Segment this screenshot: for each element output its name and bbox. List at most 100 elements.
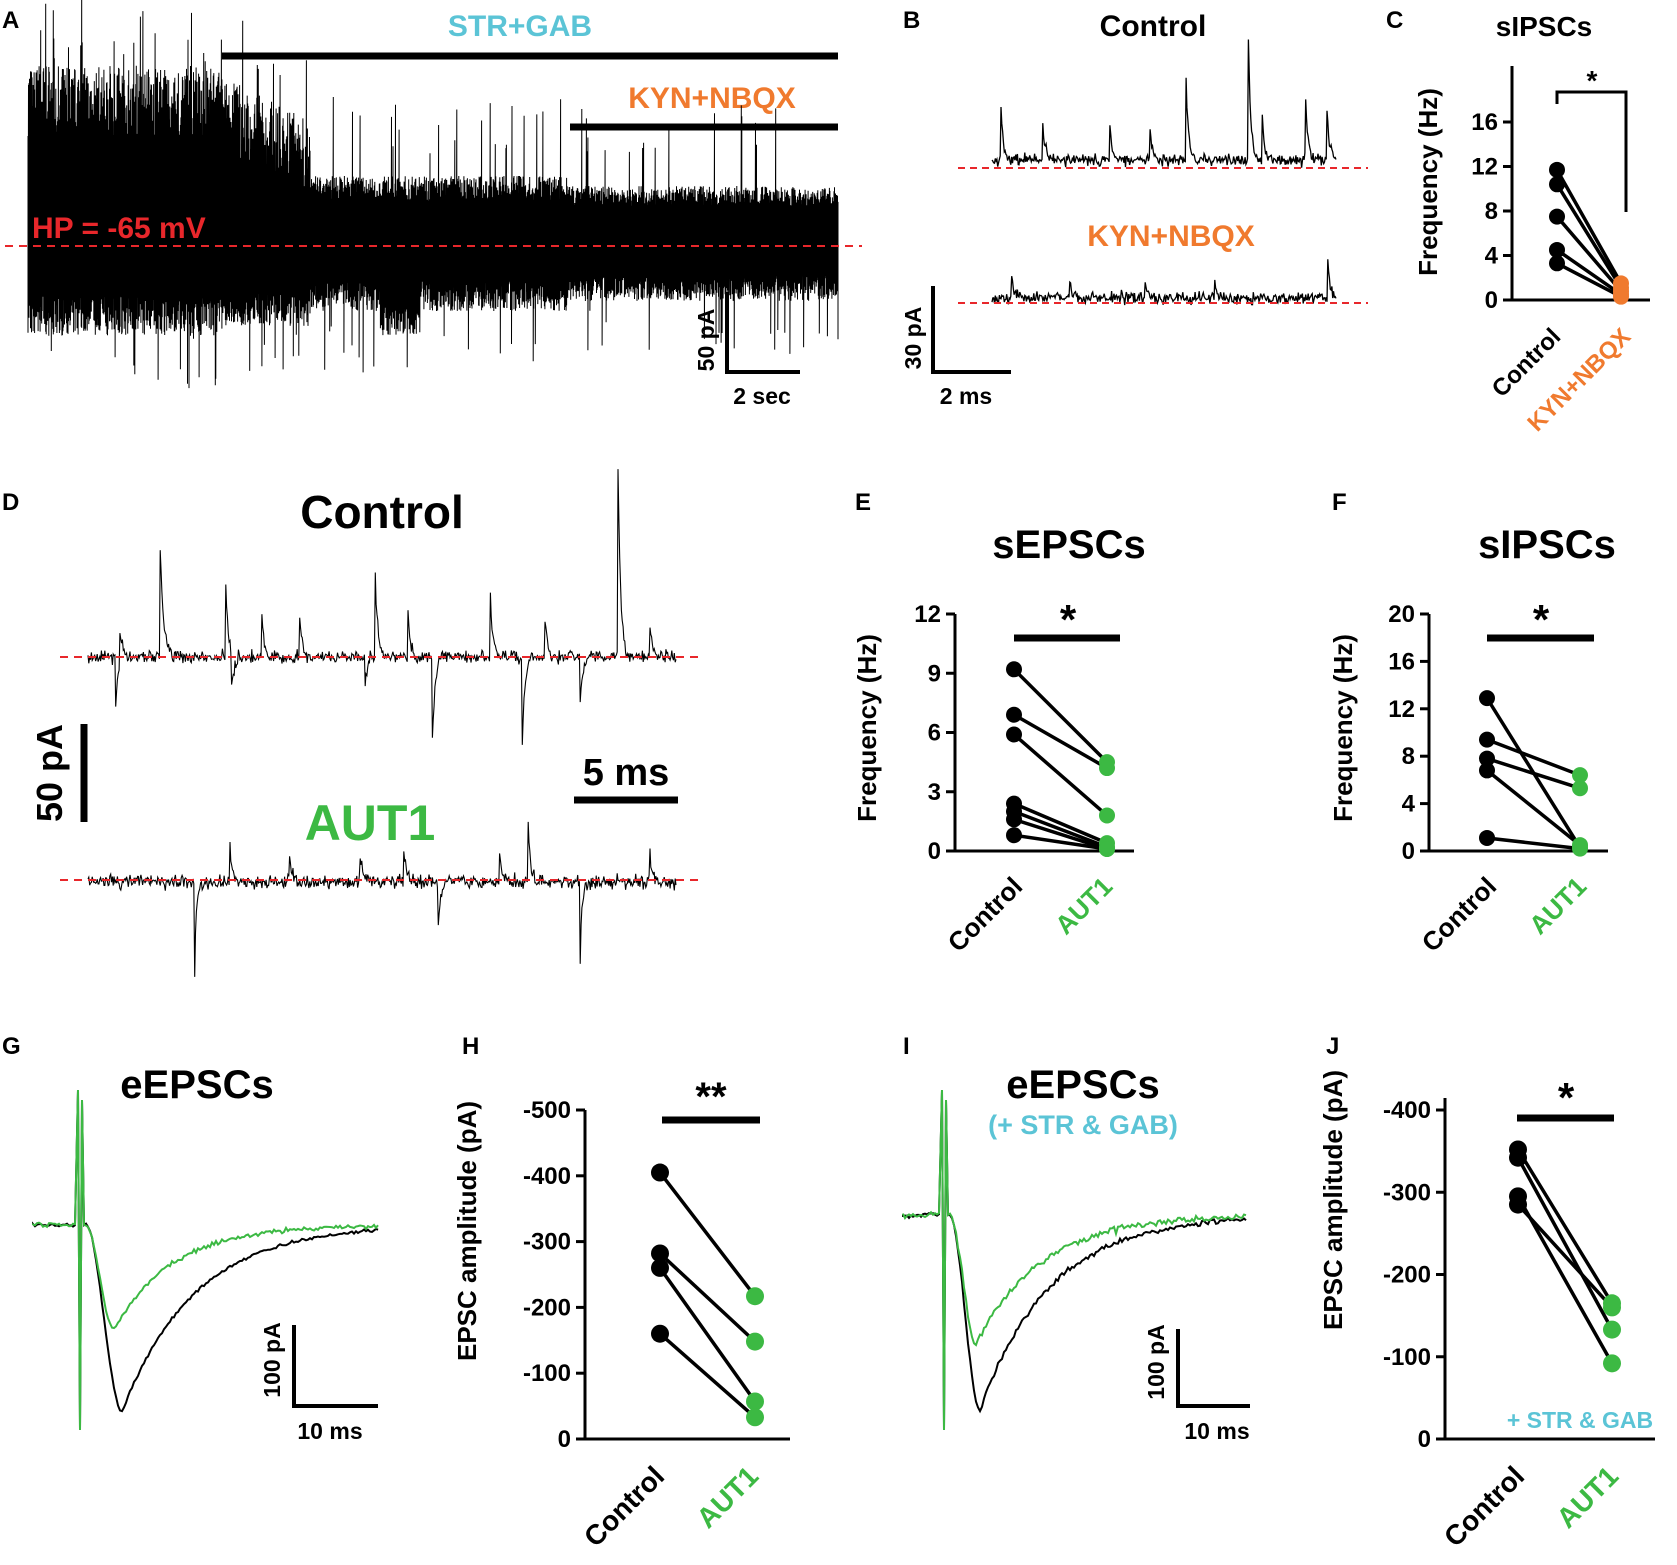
chart-e-pair-line (1013, 817, 1108, 851)
str-gab-label: STR+GAB (448, 10, 592, 43)
chart-h-pair-line (658, 1171, 757, 1298)
panel-a: A STR+GAB KYN+NBQX HP = -65 mV 50 pA 2 s… (2, 0, 862, 409)
chart-h-point-treated (746, 1408, 764, 1427)
scale-i-y: 100 pA (1143, 1324, 1169, 1399)
scale-bar-b (931, 286, 1011, 374)
chart-h-cat-aut1: AUT1 (691, 1460, 765, 1534)
chart-e-pair-line (1013, 713, 1108, 770)
scale-d-y: 50 pA (29, 724, 70, 822)
chart-e-tick-label: 12 (914, 601, 941, 628)
scale-g-y: 100 pA (259, 1322, 285, 1397)
kyn-nbqx-label: KYN+NBQX (628, 82, 796, 115)
chart-c-point-control (1549, 176, 1565, 193)
chart-h-tick-label: -500 (523, 1097, 571, 1124)
panel-j-label: J (1326, 1033, 1339, 1060)
chart-e-cat-control: Control (942, 871, 1029, 958)
scale-a-y: 50 pA (693, 309, 719, 372)
panel-b: B Control KYN+NBQX 30 pA 2 ms (900, 7, 1368, 409)
chart-c-pair-line (1556, 261, 1622, 299)
chart-c-pair-line (1555, 215, 1623, 293)
chart-e-point-control (1006, 726, 1022, 743)
chart-f-pair-line (1486, 836, 1581, 851)
chart-h-point-treated (746, 1287, 764, 1306)
chart-e-point-control (1006, 661, 1022, 678)
panel-b-control-label: Control (1100, 10, 1207, 43)
chart-f-cat-control: Control (1416, 871, 1503, 958)
holding-potential-label: HP = -65 mV (32, 212, 206, 245)
chart-e-pair-line (1013, 833, 1108, 851)
scale-d-x: 5 ms (583, 752, 670, 794)
panel-i: I eEPSCs (+ STR & GAB) 100 pA 10 ms (902, 1033, 1250, 1444)
scale-bar-a (725, 292, 800, 374)
chart-c-tick-label: 8 (1485, 198, 1498, 225)
chart-h-point-control (651, 1324, 669, 1343)
chart-f: F sIPSCs Frequency (Hz) 0 4 8 12 16 20 * Cont… (1328, 489, 1616, 958)
chart-c-tick-label: 4 (1485, 243, 1499, 270)
chart-j-point-treated (1603, 1354, 1621, 1373)
chart-e-title: sEPSCs (992, 523, 1145, 567)
chart-j-tick-label: -100 (1383, 1344, 1431, 1371)
panel-d-label: D (2, 489, 19, 516)
chart-f-point-treated (1572, 780, 1588, 797)
trace-g-aut1 (32, 1089, 379, 1431)
chart-f-point-control (1479, 762, 1495, 779)
chart-j-tick-label: -200 (1383, 1262, 1431, 1289)
chart-j-cat-control: Control (1438, 1460, 1530, 1552)
chart-f-tick-label: 16 (1388, 648, 1415, 675)
chart-c-point-control (1549, 255, 1565, 272)
chart-e: E sEPSCs Frequency (Hz) 0 3 6 9 12 * Control… (852, 489, 1146, 958)
chart-f-tick-label: 0 (1402, 838, 1415, 865)
chart-e-point-treated (1099, 841, 1115, 858)
chart-j-tick-label: -400 (1383, 1097, 1431, 1124)
chart-j-pair-line (1516, 1148, 1614, 1305)
chart-h-point-control (651, 1258, 669, 1277)
chart-e-ylabel: Frequency (Hz) (852, 634, 882, 822)
chart-j-note: + STR & GAB (1507, 1407, 1653, 1433)
panel-g-title: eEPSCs (120, 1063, 273, 1107)
trace-d-aut1 (87, 821, 677, 977)
chart-f-title: sIPSCs (1478, 523, 1616, 567)
chart-c-point-treated (1613, 288, 1629, 305)
chart-h-tick-label: -300 (523, 1229, 571, 1256)
chart-f-tick-label: 20 (1388, 601, 1415, 628)
chart-e-point-control (1006, 827, 1022, 844)
chart-e-pair-line (1012, 668, 1109, 764)
panel-i-title: eEPSCs (1006, 1063, 1159, 1107)
chart-c-point-control (1549, 241, 1565, 258)
panel-e-label: E (855, 489, 871, 516)
chart-c-tick-label: 12 (1471, 154, 1498, 181)
scale-a-x: 2 sec (733, 383, 791, 409)
trace-i-aut1 (902, 1089, 1247, 1431)
chart-j-point-treated (1603, 1320, 1621, 1339)
chart-e-tick-label: 0 (928, 838, 941, 865)
scale-g-x: 10 ms (297, 1418, 362, 1444)
panel-g: G eEPSCs 100 pA 10 ms (2, 1033, 379, 1444)
trace-b-kyn (991, 259, 1337, 306)
chart-h-tick-label: -100 (523, 1360, 571, 1387)
chart-c-point-control (1549, 161, 1565, 178)
chart-f-ylabel: Frequency (Hz) (1328, 634, 1358, 822)
panel-f-label: F (1332, 489, 1347, 516)
panel-b-kyn-label: KYN+NBQX (1087, 220, 1255, 253)
chart-j-point-control (1509, 1195, 1527, 1214)
chart-e-point-control (1006, 706, 1022, 723)
chart-h-point-control (651, 1244, 669, 1263)
panel-d: D Control AUT1 50 pA 5 ms (2, 469, 702, 977)
chart-f-point-control (1479, 731, 1495, 748)
chart-h-point-treated (746, 1392, 764, 1411)
panel-c-label: C (1386, 7, 1403, 34)
scale-bar-g (292, 1325, 378, 1408)
chart-c-ylabel: Frequency (Hz) (1413, 88, 1443, 276)
chart-e-tick-label: 3 (928, 779, 941, 806)
chart-h-pair-line (658, 1252, 757, 1343)
chart-h-tick-label: -400 (523, 1163, 571, 1190)
chart-h-tick-label: 0 (558, 1426, 571, 1453)
chart-j-pair-line (1516, 1156, 1614, 1331)
chart-h-point-control (651, 1163, 669, 1182)
chart-f-point-treated (1572, 767, 1588, 784)
chart-f-pair-line (1486, 737, 1581, 777)
chart-c-tick-label: 0 (1485, 287, 1498, 314)
scale-b-x: 2 ms (940, 383, 992, 409)
panel-i-subtitle: (+ STR & GAB) (988, 1110, 1178, 1140)
